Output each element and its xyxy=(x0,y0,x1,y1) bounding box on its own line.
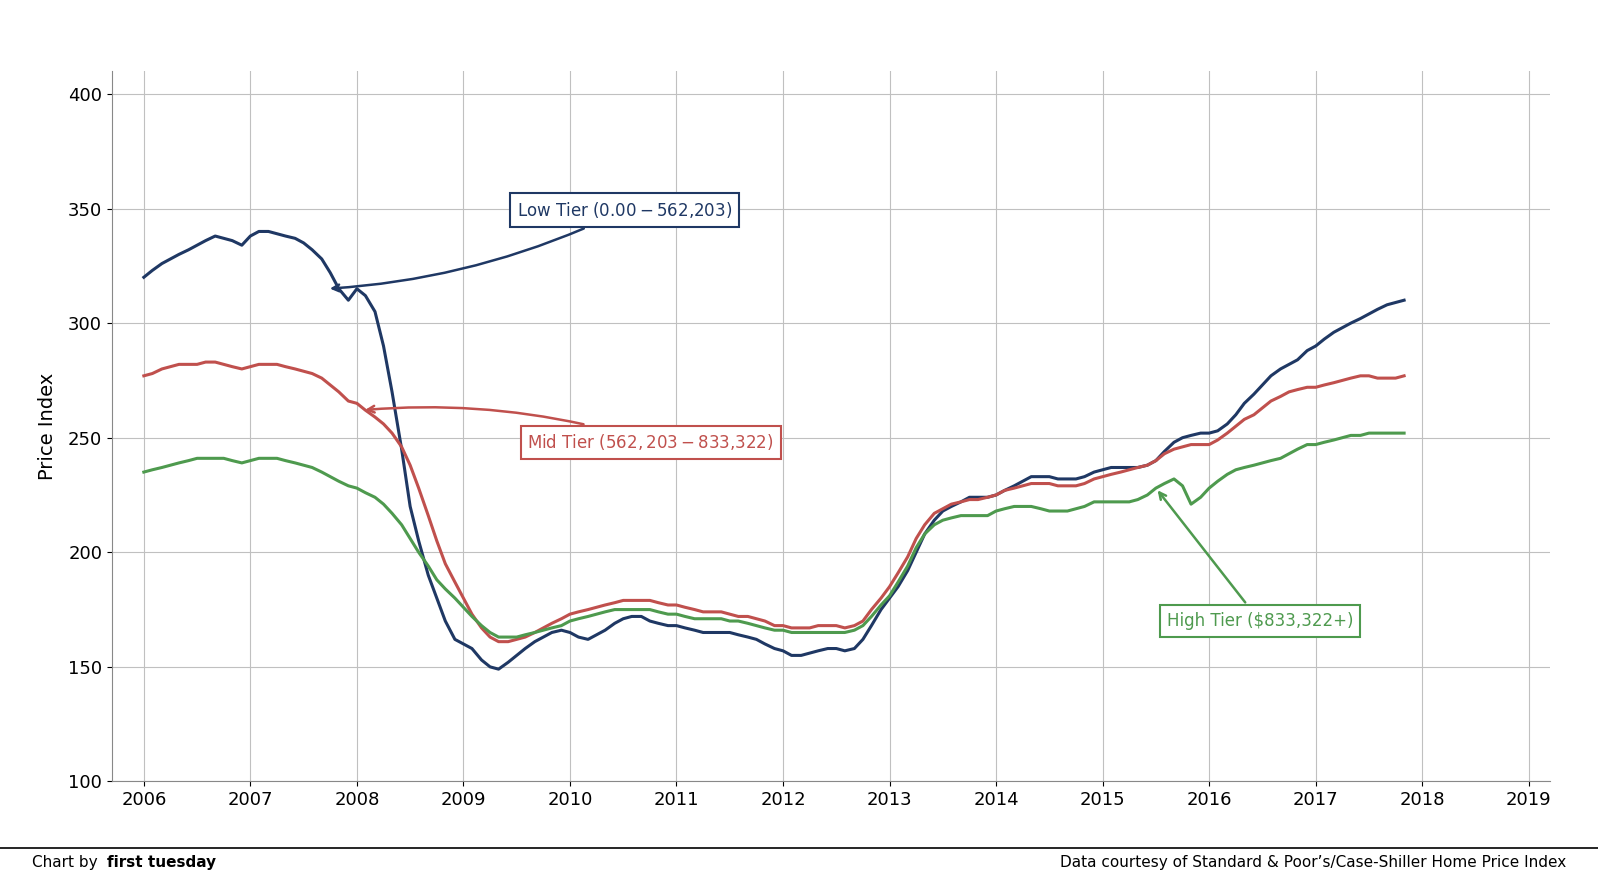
Text: Los Angeles Tiered Property Price Index: 2006-Present: Los Angeles Tiered Property Price Index:… xyxy=(328,23,1270,52)
Text: Low Tier ($0.00 - $562,203): Low Tier ($0.00 - $562,203) xyxy=(332,200,732,291)
Text: Data courtesy of Standard & Poor’s/Case-Shiller Home Price Index: Data courtesy of Standard & Poor’s/Case-… xyxy=(1059,855,1566,870)
Text: Chart by: Chart by xyxy=(32,855,102,870)
Text: first tuesday: first tuesday xyxy=(107,855,216,870)
Text: Mid Tier ($562,203 - $833,322): Mid Tier ($562,203 - $833,322) xyxy=(368,406,773,452)
Y-axis label: Price Index: Price Index xyxy=(38,373,58,480)
Text: High Tier ($833,322+): High Tier ($833,322+) xyxy=(1159,493,1354,630)
